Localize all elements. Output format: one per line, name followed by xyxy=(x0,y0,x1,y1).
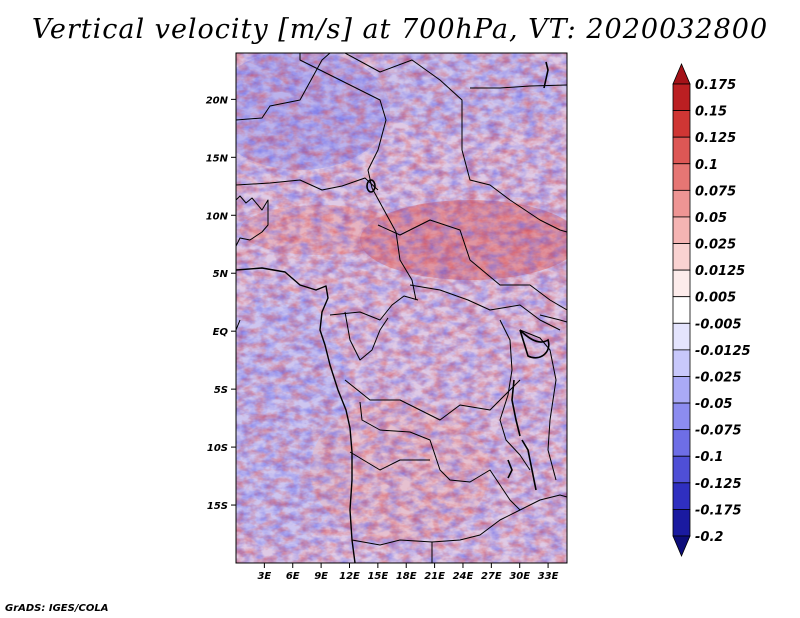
colorbar-label: 0.025 xyxy=(695,238,736,253)
colorbar-swatch xyxy=(672,62,691,85)
map-frame xyxy=(235,52,568,564)
x-tick-label: 12E xyxy=(339,571,360,582)
credit-text: GrADS: IGES/COLA xyxy=(5,603,109,614)
x-axis: 3E 6E 9E 12E 15E 18E 21E 24E 27E 30E 33E xyxy=(257,563,559,582)
colorbar-swatch xyxy=(672,376,691,404)
colorbar-label: 0.1 xyxy=(695,158,718,173)
colorbar-label: 0.005 xyxy=(695,291,736,306)
x-tick-label: 6E xyxy=(286,571,300,582)
colorbar-label: -0.05 xyxy=(695,397,732,412)
colorbar-swatch xyxy=(672,349,691,377)
colorbar-label: -0.075 xyxy=(695,424,742,439)
colorbar-swatch xyxy=(672,243,691,271)
colorbar-label: 0.125 xyxy=(695,131,736,146)
colorbar-label: 0.175 xyxy=(695,78,736,93)
y-tick-label: 15N xyxy=(206,153,229,164)
x-tick-label: 15E xyxy=(367,571,388,582)
colorbar-swatch xyxy=(672,482,691,510)
colorbar-swatch xyxy=(672,163,691,191)
colorbar-swatch xyxy=(672,216,691,244)
colorbar-swatch xyxy=(672,136,691,165)
y-tick-label: 10S xyxy=(207,443,228,454)
colorbar-swatch xyxy=(672,402,691,431)
colorbar: 0.175 0.15 0.125 0.1 0.075 0.05 0.025 0.0125 0.0… xyxy=(672,62,751,558)
x-tick-label: 3E xyxy=(257,571,271,582)
y-axis: 20N 15N 10N 5N EQ 5S 10S 15S xyxy=(206,95,236,512)
y-tick-label: 10N xyxy=(206,211,229,222)
y-tick-label: 20N xyxy=(206,95,229,106)
colorbar-swatch xyxy=(672,296,691,324)
y-tick-label: 5N xyxy=(213,269,229,280)
x-tick-label: 21E xyxy=(424,571,445,582)
colorbar-label: 0.0125 xyxy=(695,264,745,279)
colorbar-label: 0.05 xyxy=(695,211,727,226)
colorbar-swatch xyxy=(672,455,691,484)
chart-title: Vertical velocity [m/s] at 700hPa, VT: 2… xyxy=(31,14,769,45)
map-area xyxy=(236,53,567,563)
colorbar-label: -0.2 xyxy=(695,530,723,545)
y-tick-label: EQ xyxy=(213,327,229,338)
x-tick-label: 30E xyxy=(509,571,530,582)
colorbar-swatch xyxy=(672,322,691,351)
colorbar-swatch xyxy=(672,189,691,218)
x-tick-label: 33E xyxy=(538,571,559,582)
colorbar-label: 0.15 xyxy=(695,105,727,120)
colorbar-label: -0.175 xyxy=(695,503,742,518)
colorbar-swatch xyxy=(672,429,691,457)
colorbar-label: -0.005 xyxy=(695,317,742,332)
colorbar-label: -0.0125 xyxy=(695,344,751,359)
x-tick-label: 27E xyxy=(481,571,502,582)
colorbar-label: -0.025 xyxy=(695,370,742,385)
y-tick-label: 5S xyxy=(214,385,228,396)
colorbar-swatch xyxy=(672,110,691,138)
x-tick-label: 9E xyxy=(314,571,328,582)
x-tick-label: 24E xyxy=(453,571,474,582)
colorbar-label: -0.1 xyxy=(695,450,723,465)
y-tick-label: 15S xyxy=(207,501,228,512)
colorbar-label: -0.125 xyxy=(695,477,742,492)
colorbar-swatch xyxy=(672,535,691,558)
colorbar-swatch xyxy=(672,83,691,111)
colorbar-swatch xyxy=(672,509,691,537)
colorbar-swatch xyxy=(672,269,691,298)
x-tick-label: 18E xyxy=(396,571,417,582)
colorbar-label: 0.075 xyxy=(695,184,736,199)
